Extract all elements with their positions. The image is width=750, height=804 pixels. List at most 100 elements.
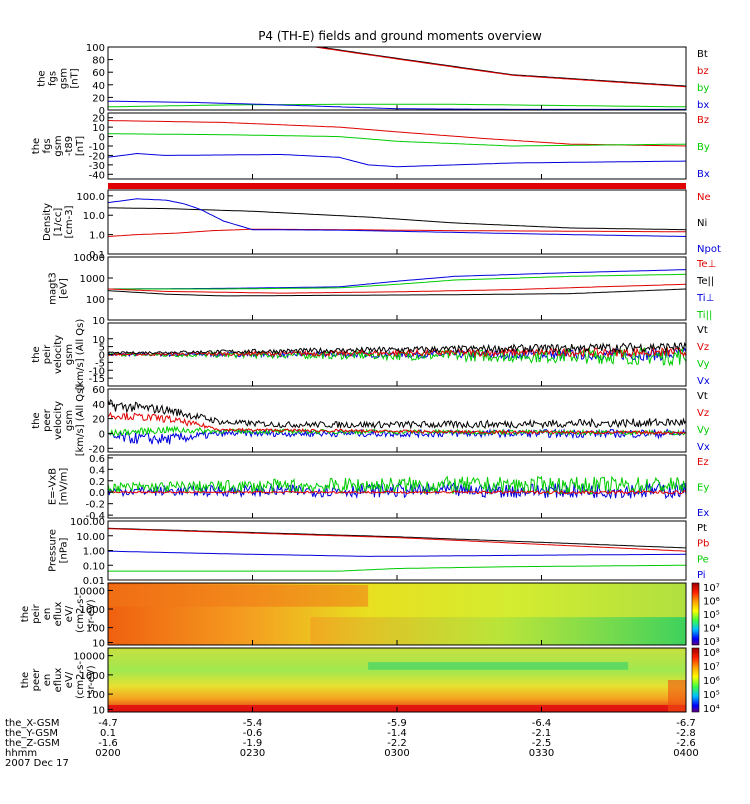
y-tick-label: 0.10 (83, 561, 105, 572)
y-tick-label: 100.00 (70, 517, 105, 528)
y-tick-label: -15 (89, 374, 105, 385)
orbit-value: -6.4 (532, 718, 552, 729)
colorbar-tick-label: 10⁸ (703, 648, 720, 659)
y-axis-label-line: (cm2-s- (75, 661, 86, 699)
y-axis-label-line: eflux (53, 668, 64, 693)
legend-entry: By (697, 142, 710, 153)
legend-entry: Vx (697, 442, 710, 453)
legend-entry: Pi (697, 570, 706, 581)
series-line-Te|| (108, 288, 686, 297)
orbit-value: -2.6 (676, 738, 696, 749)
y-axis-label-line: gsm (64, 344, 75, 365)
series-line-Bz (108, 120, 686, 147)
orbit-value: -5.9 (387, 718, 407, 729)
y-tick-label: 10 (92, 316, 105, 327)
colorbar-tick-label: 10³ (703, 637, 720, 648)
y-axis-label-line: the (31, 412, 42, 428)
colorbar-tick-label: 10⁶ (703, 676, 720, 687)
colorbar-tick-label: 10⁴ (703, 704, 720, 715)
y-tick-label: -30 (89, 161, 105, 172)
y-axis-label: the fgs gsm [nT] (37, 68, 81, 89)
y-axis-label: the peir en eflux eV/(cm2-s-sr-eV) (20, 595, 97, 633)
y-axis-label-line: [nT] (70, 68, 81, 88)
y-axis-label-line: gsm (64, 410, 75, 431)
y-axis-label: the peer velocity gsm [km/s] (All Qs) (31, 385, 86, 457)
series-line-Ez (108, 489, 686, 495)
y-tick-label: -0.4 (85, 511, 105, 522)
legend-entry: bx (697, 100, 709, 111)
series-line-Vt (108, 398, 686, 430)
legend-entry: Vt (697, 325, 708, 336)
y-axis-label-line: the (20, 606, 31, 622)
y-tick-label: 10 (92, 639, 105, 650)
y-tick-label: -40 (89, 170, 105, 181)
chart-title: P4 (TH-E) fields and ground moments over… (258, 29, 542, 43)
y-axis-label-line: en (42, 608, 53, 621)
series-line-Bx (108, 152, 686, 168)
plot-area (108, 527, 686, 572)
series-line-Ex (108, 481, 686, 500)
y-tick-label: 0 (99, 106, 105, 117)
legend-entry: Te⊥ (696, 259, 716, 270)
colorbar-tick-label: 10⁶ (703, 597, 720, 608)
y-tick-label: 0.4 (89, 465, 105, 476)
orbit-row-label: the_Y-GSM (5, 728, 58, 739)
y-axis-label-line: [cm-3] (64, 205, 75, 238)
orbit-value: -1.9 (243, 738, 263, 749)
legend-entry: Vz (697, 342, 709, 353)
y-axis-label: the peer en eflux eV/(cm2-s-sr-eV) (20, 661, 97, 699)
y-axis-label-line: sr-eV) (86, 599, 97, 628)
plot-area (108, 198, 686, 237)
series-line-Vz (108, 411, 686, 436)
y-axis-label-line: Pressure (48, 529, 59, 572)
panel-frame (107, 388, 687, 453)
y-axis-label-line: peer (42, 408, 53, 432)
y-tick-label: 1000 (80, 671, 105, 682)
legend-entry: Vt (697, 391, 708, 402)
y-tick-label: 10 (92, 123, 105, 134)
y-axis-label: Pressure [nPa] (48, 529, 70, 572)
panel-frame (107, 189, 687, 255)
y-axis-label-line: the (31, 138, 42, 154)
y-tick-label: 60 (92, 385, 105, 396)
series-line-by (108, 103, 686, 108)
spectrogram-ion-core (108, 585, 369, 607)
orbit-value: 0300 (384, 748, 409, 759)
series-line-Vt (108, 341, 686, 355)
y-axis-label-line: fgs (42, 138, 53, 153)
legend-entry: Bz (697, 115, 709, 126)
y-axis-label-line: [km/s] (All Qs) (75, 319, 86, 391)
y-tick-label: 0 (99, 133, 105, 144)
legend-entry: Ez (697, 457, 709, 468)
y-axis-label-line: the (37, 70, 48, 86)
orbit-value: -5.4 (243, 718, 263, 729)
legend-entry: Bt (697, 49, 708, 60)
legend-entry: Te|| (696, 276, 714, 287)
y-tick-label: -10 (89, 142, 105, 153)
legend-entry: Pt (697, 523, 707, 534)
y-tick-label: 0.0 (89, 488, 105, 499)
y-tick-label: 100 (86, 43, 105, 54)
spectrogram-electron-band (368, 662, 629, 670)
legend-entry: Ey (697, 483, 709, 494)
orbit-value: -1.6 (98, 738, 118, 749)
legend-entry: Ti|| (696, 310, 712, 321)
legend-entry: Ni (697, 218, 707, 229)
y-axis-label-line: the (20, 672, 31, 688)
orbit-value: -2.1 (532, 728, 552, 739)
y-tick-label: 10.00 (76, 532, 105, 543)
colorbar-tick-label: 10⁵ (703, 610, 720, 621)
colorbar-tick-label: 10⁴ (703, 624, 720, 635)
legend-entry: Pe (697, 554, 709, 565)
y-axis-label-line: eV/ (64, 671, 75, 688)
colorbar (691, 647, 700, 713)
y-tick-label: 100 (86, 690, 105, 701)
colorbar (691, 582, 700, 646)
panel-frame (107, 112, 687, 180)
y-tick-label: 60 (92, 68, 105, 79)
y-axis-label-line: eV/ (64, 605, 75, 622)
series-line-Pe (108, 564, 686, 572)
series-line-bz (310, 47, 686, 88)
y-axis-label-line: en (42, 674, 53, 687)
